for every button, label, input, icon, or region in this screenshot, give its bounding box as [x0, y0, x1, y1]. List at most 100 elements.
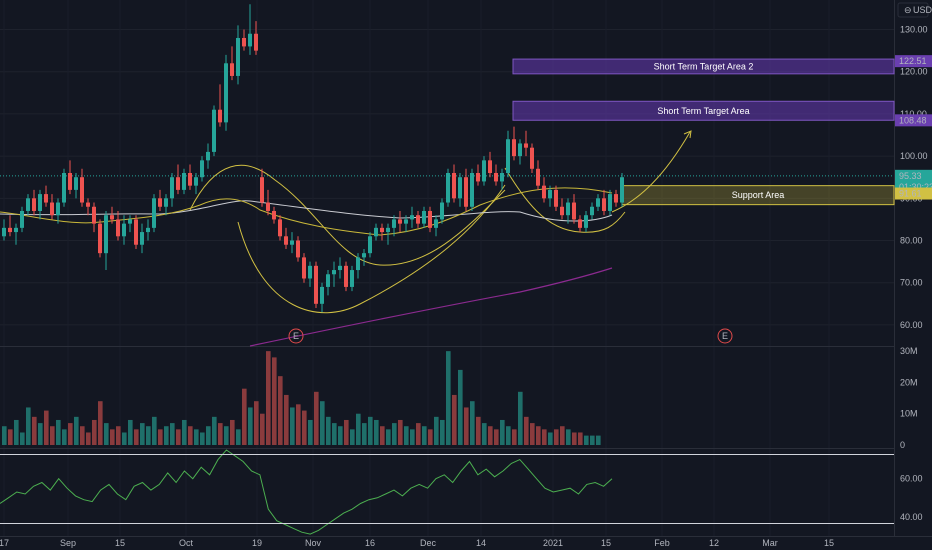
candle-body	[308, 265, 312, 279]
time-axis[interactable]: 17 Sep 15 Oct 19 Nov 16 Dec 14 2021 15 Feb 12 Mar 15	[0, 538, 834, 548]
candle-body	[158, 198, 162, 207]
price-tag-label: 01:30:23	[899, 182, 932, 192]
volume-bar	[140, 423, 145, 445]
rsi-bands	[0, 454, 894, 524]
volume-bar	[56, 419, 61, 445]
support-area-box[interactable]: Support Area	[621, 185, 895, 206]
candle-body	[452, 173, 456, 199]
candle-body	[26, 198, 30, 211]
candlestick-series	[2, 4, 624, 313]
price-tag-label: 91.61	[899, 189, 922, 199]
moving-average-200	[249, 267, 613, 347]
volume-bar	[272, 357, 277, 445]
time-tick-label: Sep	[60, 538, 76, 548]
candle-body	[140, 232, 144, 245]
candle-body	[530, 147, 534, 169]
volume-bar	[62, 429, 67, 445]
candle-body	[584, 215, 588, 228]
candle-body	[62, 173, 66, 203]
candle-body	[338, 265, 342, 271]
candle-body	[20, 210, 24, 228]
time-tick-label: 17	[0, 538, 9, 548]
price-tag-bg	[895, 114, 932, 127]
price-tick-label: 80.00	[900, 236, 923, 246]
candle-body	[74, 177, 78, 190]
price-tick-label: 100.00	[900, 151, 928, 161]
candle-body	[380, 227, 384, 233]
candle-body	[320, 286, 324, 304]
lock-icon[interactable]: ⊖	[904, 5, 912, 15]
candle-body	[206, 151, 210, 161]
handle-curve-drawing	[504, 167, 626, 233]
candle-body	[302, 257, 306, 279]
volume-bar	[566, 429, 571, 445]
volume-bar	[542, 429, 547, 445]
candle-body	[326, 274, 330, 287]
earnings-marker[interactable]: E	[717, 328, 733, 344]
volume-bar	[470, 401, 475, 445]
time-tick-label: 2021	[543, 538, 563, 548]
target-area-box[interactable]: Short Term Target Area	[512, 100, 895, 121]
volume-bar	[572, 432, 577, 445]
volume-bar	[122, 432, 127, 445]
candle-body	[368, 236, 372, 254]
volume-bar	[230, 419, 235, 445]
volume-bar	[392, 423, 397, 445]
volume-bar	[248, 407, 253, 445]
volume-bar	[206, 426, 211, 445]
volume-bar	[440, 419, 445, 445]
candle-body	[266, 202, 270, 211]
candle-body	[56, 202, 60, 216]
volume-series	[2, 351, 601, 445]
candle-body	[278, 219, 282, 237]
currency-header[interactable]: ⊖ USD	[897, 2, 932, 18]
candle-body	[2, 227, 6, 237]
volume-bar	[344, 419, 349, 445]
price-tick-label: 110.00	[900, 109, 927, 119]
candle-body	[440, 202, 444, 220]
earnings-marker[interactable]: E	[288, 328, 304, 344]
volume-bar	[284, 394, 289, 445]
rsi-tick-label: 60.00	[900, 474, 923, 484]
candle-body	[356, 257, 360, 271]
candle-body	[350, 270, 354, 287]
target-area-box[interactable]: Short Term Target Area 2	[512, 58, 895, 75]
volume-bar	[554, 429, 559, 445]
candle-body	[290, 240, 294, 245]
candle-body	[50, 202, 54, 216]
candle-body	[560, 206, 564, 216]
volume-tick-label: 10M	[900, 409, 918, 419]
candle-body	[170, 177, 174, 199]
volume-bar	[26, 407, 31, 445]
time-tick-label: Nov	[305, 538, 322, 548]
volume-bar	[212, 416, 217, 445]
currency-label: USD	[913, 5, 932, 15]
annotation-label: Short Term Target Area 2	[654, 61, 754, 71]
candle-body	[260, 177, 264, 203]
volume-bar	[464, 407, 469, 445]
volume-bar	[518, 391, 523, 445]
candle-body	[68, 173, 72, 190]
candle-body	[98, 223, 102, 254]
time-tick-label: 19	[252, 538, 262, 548]
volume-bar	[314, 391, 319, 445]
volume-bar	[86, 432, 91, 445]
candle-body	[398, 219, 402, 224]
price-tag-label: 122.51	[899, 56, 927, 66]
volume-bar	[368, 416, 373, 445]
candle-body	[524, 143, 528, 148]
candle-body	[542, 185, 546, 199]
candle-body	[602, 198, 606, 211]
candle-body	[188, 173, 192, 186]
volume-tick-label: 20M	[900, 377, 918, 387]
candle-body	[86, 202, 90, 207]
candle-body	[236, 37, 240, 76]
annotation-rect	[512, 100, 895, 121]
volume-bar	[320, 401, 325, 445]
candle-body	[494, 173, 498, 182]
time-tick-label: 15	[601, 538, 611, 548]
